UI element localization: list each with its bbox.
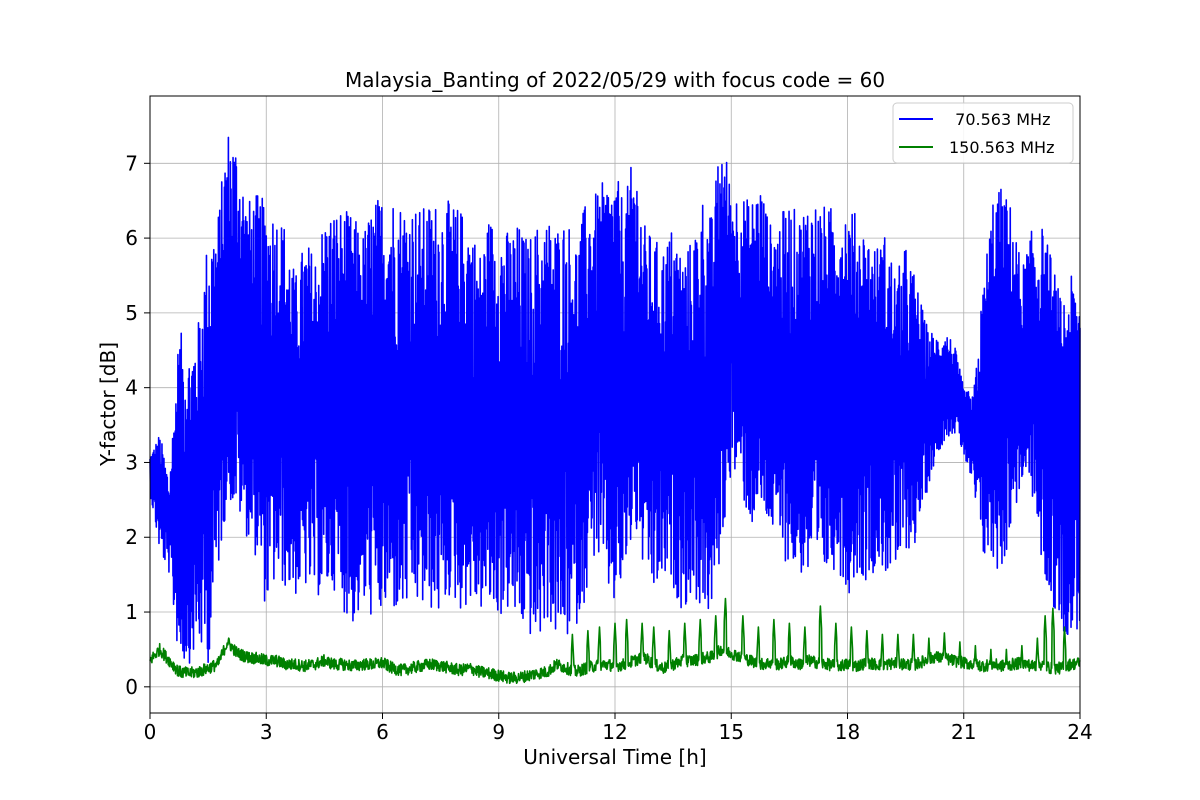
- y-axis-label: Y-factor [dB]: [96, 342, 120, 467]
- y-tick-label: 1: [125, 600, 138, 624]
- y-axis-ticks: 0 1 2 3 4 5 6 7: [125, 151, 150, 699]
- legend-box: [892, 102, 1074, 164]
- y-tick-label: 2: [125, 525, 138, 549]
- y-tick-label: 3: [125, 450, 138, 474]
- x-tick-label: 18: [835, 720, 860, 744]
- x-axis-ticks: 0 3 6 9 12 15 18 21 24: [144, 713, 1093, 744]
- series-layer: [149, 136, 1081, 685]
- x-tick-label: 3: [260, 720, 273, 744]
- x-tick-label: 21: [951, 720, 976, 744]
- legend-label-70mhz: 70.563 MHz: [945, 110, 1050, 129]
- y-tick-label: 4: [125, 376, 138, 400]
- chart-title: Malaysia_Banting of 2022/05/29 with focu…: [345, 68, 885, 92]
- y-tick-label: 6: [125, 226, 138, 250]
- series-line-70mhz: [149, 136, 1081, 664]
- x-tick-label: 9: [492, 720, 505, 744]
- series-line-150mhz: [149, 597, 1081, 685]
- y-tick-label: 7: [125, 151, 138, 175]
- legend: 70.563 MHz 150.563 MHz: [892, 102, 1074, 164]
- x-tick-label: 12: [602, 720, 627, 744]
- legend-label-150mhz: 150.563 MHz: [949, 138, 1054, 157]
- x-tick-label: 6: [376, 720, 389, 744]
- x-tick-label: 0: [144, 720, 157, 744]
- x-tick-label: 24: [1067, 720, 1092, 744]
- x-axis-label: Universal Time [h]: [523, 745, 706, 769]
- y-tick-label: 5: [125, 301, 138, 325]
- y-tick-label: 0: [125, 675, 138, 699]
- x-tick-label: 15: [719, 720, 744, 744]
